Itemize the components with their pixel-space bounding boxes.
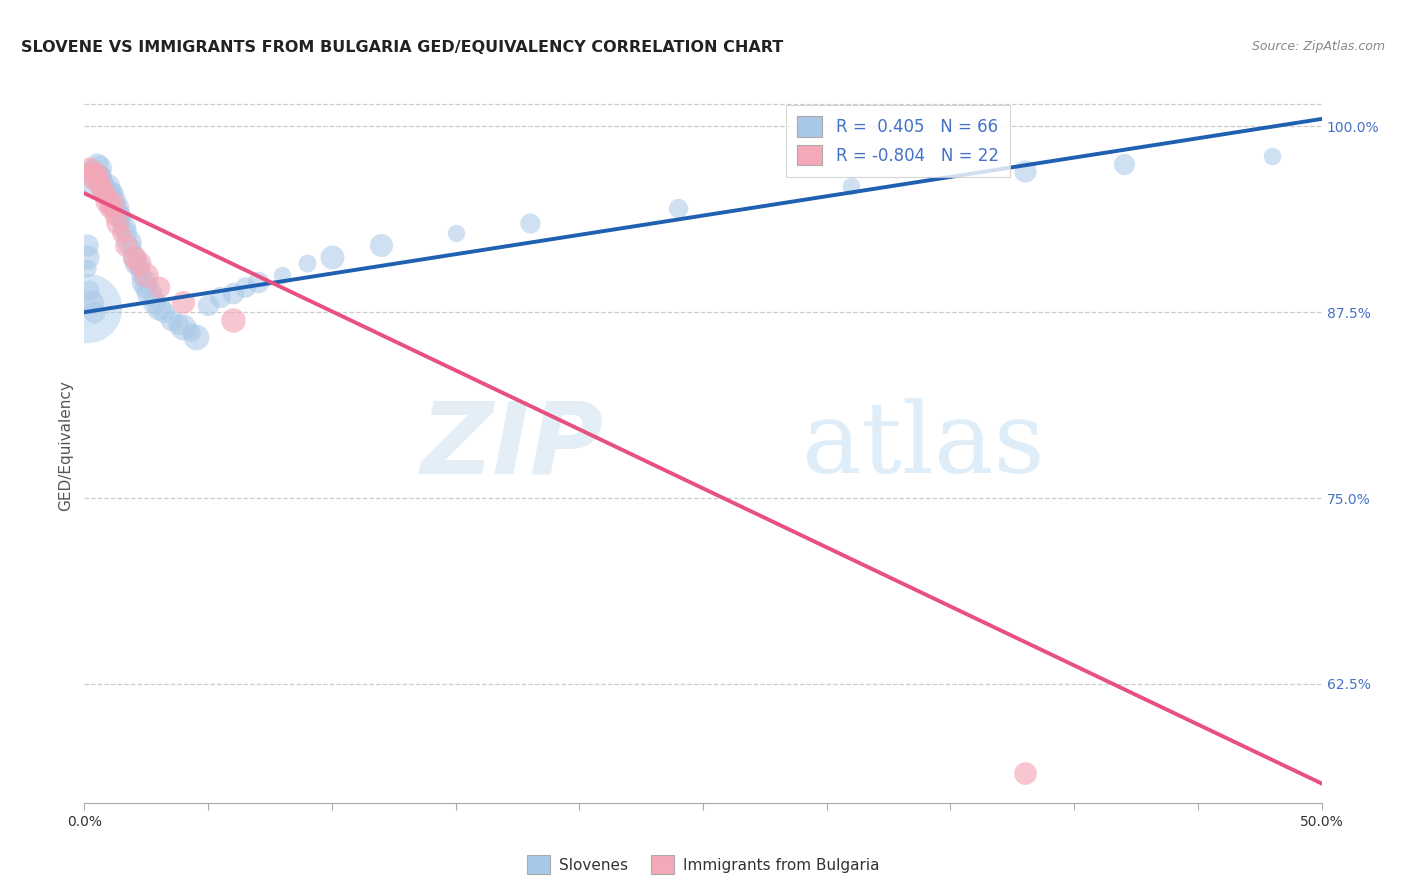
Point	[89, 176, 111, 190]
Point	[110, 216, 132, 230]
Point	[93, 174, 115, 188]
Point	[105, 216, 128, 230]
Point	[666, 201, 689, 215]
Point	[108, 204, 131, 219]
Point	[103, 194, 125, 208]
Point	[108, 211, 131, 226]
Point	[1014, 164, 1036, 178]
Point	[841, 178, 863, 193]
Point	[83, 305, 105, 319]
Point	[80, 294, 103, 309]
Point	[128, 260, 150, 275]
Point	[79, 283, 101, 297]
Point	[98, 186, 121, 201]
Point	[86, 167, 108, 181]
Point	[152, 305, 174, 319]
Point	[132, 276, 155, 290]
Point	[90, 182, 112, 196]
Point	[76, 301, 98, 315]
Point	[115, 238, 138, 252]
Point	[112, 220, 135, 235]
Point	[100, 186, 122, 201]
Point	[135, 280, 157, 294]
Point	[1112, 156, 1135, 170]
Point	[321, 250, 343, 264]
Legend: Slovenes, Immigrants from Bulgaria: Slovenes, Immigrants from Bulgaria	[520, 849, 886, 880]
Text: SLOVENE VS IMMIGRANTS FROM BULGARIA GED/EQUIVALENCY CORRELATION CHART: SLOVENE VS IMMIGRANTS FROM BULGARIA GED/…	[21, 40, 783, 55]
Text: atlas: atlas	[801, 398, 1045, 494]
Point	[142, 294, 165, 309]
Point	[1014, 766, 1036, 780]
Point	[105, 201, 128, 215]
Point	[271, 268, 294, 282]
Point	[233, 280, 256, 294]
Point	[96, 194, 118, 208]
Text: ZIP: ZIP	[420, 398, 605, 494]
Point	[160, 312, 183, 326]
Point	[222, 285, 245, 300]
Point	[138, 285, 160, 300]
Point	[184, 330, 207, 344]
Point	[246, 276, 269, 290]
Point	[167, 317, 190, 331]
Point	[172, 320, 194, 334]
Point	[122, 250, 145, 264]
Point	[90, 178, 112, 193]
Point	[115, 227, 138, 241]
Point	[76, 260, 98, 275]
Point	[197, 298, 219, 312]
Point	[79, 161, 101, 175]
Point	[89, 171, 111, 186]
Point	[98, 201, 121, 215]
Legend: R =  0.405   N = 66, R = -0.804   N = 22: R = 0.405 N = 66, R = -0.804 N = 22	[786, 104, 1011, 177]
Point	[370, 238, 392, 252]
Point	[86, 156, 108, 170]
Point	[103, 209, 125, 223]
Text: Source: ZipAtlas.com: Source: ZipAtlas.com	[1251, 40, 1385, 54]
Point	[86, 167, 108, 181]
Y-axis label: GED/Equivalency: GED/Equivalency	[58, 381, 73, 511]
Point	[148, 301, 170, 315]
Point	[110, 227, 132, 241]
Point	[80, 167, 103, 181]
Point	[519, 216, 541, 230]
Point	[90, 167, 112, 181]
Point	[96, 186, 118, 201]
Point	[222, 312, 245, 326]
Point	[125, 256, 148, 270]
Point	[444, 227, 467, 241]
Point	[118, 235, 141, 250]
Point	[96, 178, 118, 193]
Point	[100, 196, 122, 211]
Point	[89, 161, 111, 175]
Point	[76, 238, 98, 252]
Point	[295, 256, 318, 270]
Point	[172, 294, 194, 309]
Point	[80, 164, 103, 178]
Point	[105, 209, 128, 223]
Point	[122, 250, 145, 264]
Point	[100, 196, 122, 211]
Point	[128, 256, 150, 270]
Point	[98, 194, 121, 208]
Point	[129, 268, 152, 282]
Point	[180, 325, 202, 339]
Point	[83, 171, 105, 186]
Point	[93, 182, 115, 196]
Point	[76, 250, 98, 264]
Point	[120, 241, 142, 255]
Point	[103, 201, 125, 215]
Point	[93, 186, 115, 201]
Point	[1261, 149, 1284, 163]
Point	[148, 280, 170, 294]
Point	[80, 164, 103, 178]
Point	[110, 209, 132, 223]
Point	[79, 178, 101, 193]
Point	[209, 290, 232, 304]
Point	[135, 268, 157, 282]
Point	[83, 171, 105, 186]
